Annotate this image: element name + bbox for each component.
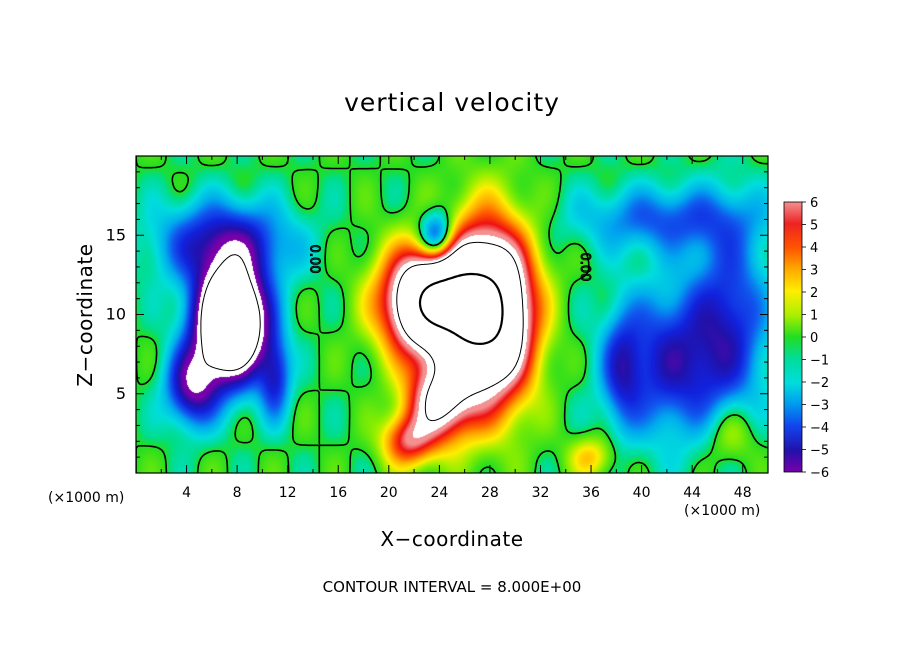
chart-title: vertical velocity bbox=[344, 88, 560, 117]
colorbar-label: 6 bbox=[810, 196, 818, 211]
colorbar-label: 2 bbox=[810, 286, 818, 301]
contour-positive-8 bbox=[396, 241, 524, 422]
contour-label: 0.00 bbox=[306, 245, 321, 274]
x-axis-label: X−coordinate bbox=[380, 527, 524, 551]
x-tick-label: 36 bbox=[582, 485, 600, 501]
velocity-field bbox=[136, 156, 768, 473]
contour-interval: CONTOUR INTERVAL = 8.000E+00 bbox=[322, 578, 582, 596]
colorbar-label: 4 bbox=[810, 241, 818, 256]
colorbar-label: −3 bbox=[810, 399, 829, 414]
x-tick-label: 32 bbox=[532, 485, 550, 501]
colorbar-label: −2 bbox=[810, 376, 829, 391]
colorbar-label: −5 bbox=[810, 444, 829, 459]
x-tick-label: 48 bbox=[734, 485, 752, 501]
x-tick-label: 40 bbox=[633, 485, 651, 501]
contour-label: 0.00 bbox=[577, 252, 592, 281]
colorbar-label: −6 bbox=[810, 466, 829, 481]
y-tick-label: 15 bbox=[106, 225, 126, 244]
contour-positive-16 bbox=[418, 272, 504, 345]
contour-lines: 0.00 0.00 bbox=[136, 156, 768, 473]
colorbar-label: 0 bbox=[810, 331, 818, 346]
colorbar-label: −1 bbox=[810, 354, 829, 369]
y-tick-label: 10 bbox=[106, 305, 126, 324]
x-units-right: (×1000 m) bbox=[684, 503, 761, 519]
x-tick-label: 44 bbox=[683, 485, 701, 501]
x-tick-label: 20 bbox=[380, 485, 398, 501]
y-tick-label: 5 bbox=[116, 384, 126, 403]
x-tick-label: 4 bbox=[182, 485, 191, 501]
colorbar-label: 1 bbox=[810, 309, 818, 324]
x-units-left: (×1000 m) bbox=[48, 490, 125, 506]
colorbar-scale bbox=[783, 201, 803, 473]
contour-negative-8 bbox=[200, 254, 261, 372]
colorbar-label: 5 bbox=[810, 219, 818, 234]
colorbar: 6 5 4 3 2 1 0 −1 −2 −3 −4 −5 −6 bbox=[783, 196, 829, 481]
colorbar-label: 3 bbox=[810, 264, 818, 279]
x-tick-label: 24 bbox=[430, 485, 448, 501]
x-tick-label: 16 bbox=[329, 485, 347, 501]
x-tick-label: 12 bbox=[279, 485, 297, 501]
x-tick-label: 8 bbox=[233, 485, 242, 501]
colorbar-label: −4 bbox=[810, 421, 829, 436]
x-tick-label: 28 bbox=[481, 485, 499, 501]
y-axis-label: Z−coordinate bbox=[73, 243, 97, 386]
